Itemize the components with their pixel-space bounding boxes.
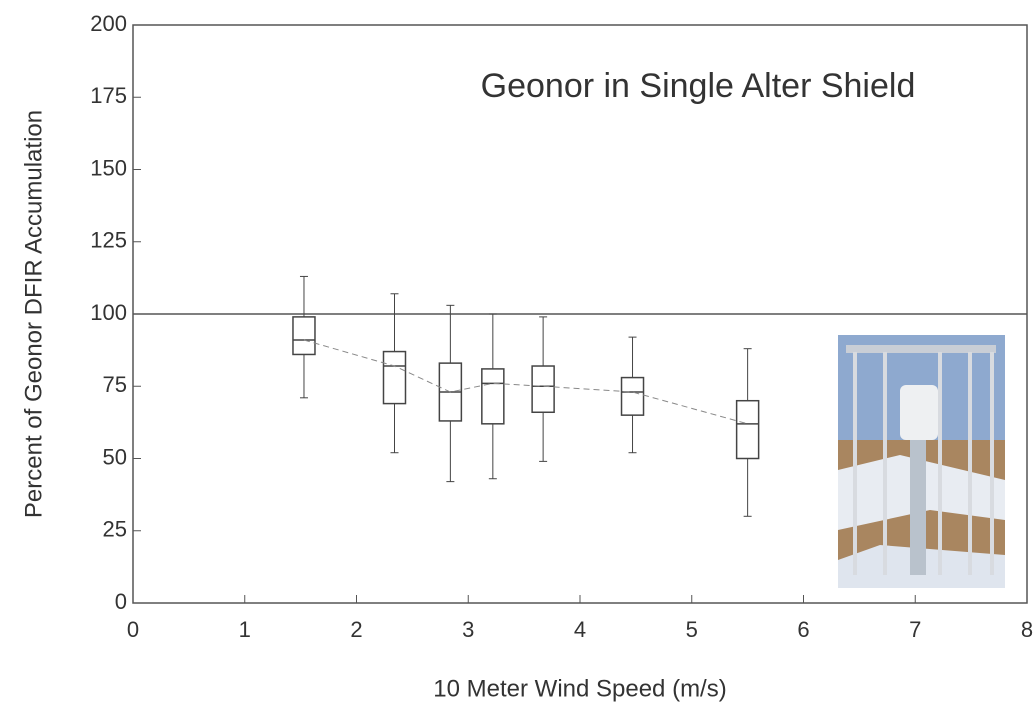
x-tick-label: 6 [797,617,809,642]
y-tick-label: 200 [90,11,127,36]
y-tick-label: 50 [103,444,127,469]
box [382,350,407,405]
y-tick-label: 25 [103,517,127,542]
y-tick-label: 150 [90,155,127,180]
x-tick-label: 3 [462,617,474,642]
box [292,316,316,356]
x-tick-label: 4 [574,617,586,642]
x-tick-label: 5 [686,617,698,642]
y-tick-label: 0 [115,589,127,614]
x-tick-label: 1 [239,617,251,642]
x-tick-label: 8 [1021,617,1033,642]
x-tick-label: 2 [350,617,362,642]
y-tick-label: 175 [90,83,127,108]
box [531,365,555,414]
y-tick-label: 125 [90,228,127,253]
median-line [303,339,748,425]
y-tick-label: 100 [90,300,127,325]
box [481,368,505,425]
x-axis-label: 10 Meter Wind Speed (m/s) [433,675,726,702]
box [735,399,760,460]
x-tick-label: 7 [909,617,921,642]
photo-inset [838,335,1005,588]
y-tick-label: 75 [103,372,127,397]
box [620,376,645,416]
y-axis-label: Percent of Geonor DFIR Accumulation [20,110,47,518]
chart-title: Geonor in Single Alter Shield [481,67,916,105]
x-tick-label: 0 [127,617,139,642]
